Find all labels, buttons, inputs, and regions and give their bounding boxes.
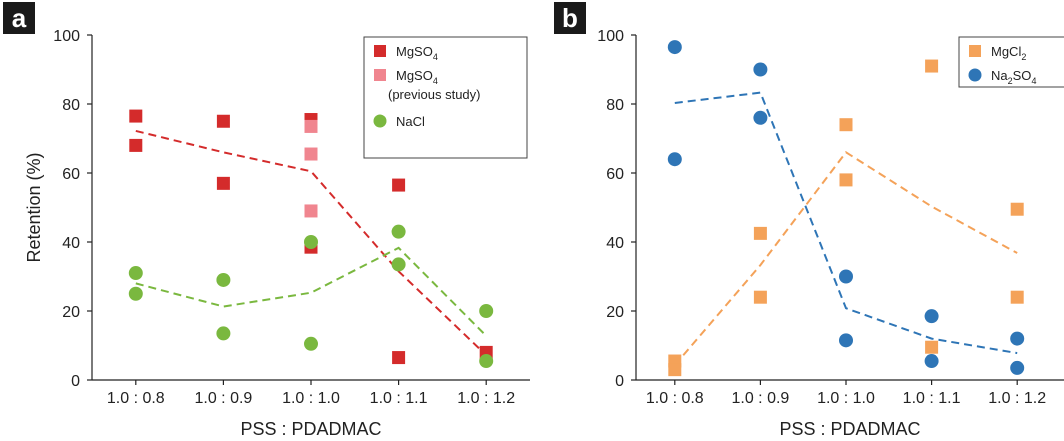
x-tick-label: 1.0 : 1.2: [457, 390, 515, 407]
data-point: [924, 354, 939, 369]
data-point: [304, 204, 318, 218]
legend-label: MgSO4: [396, 68, 438, 86]
y-tick-label: 60: [606, 166, 624, 183]
data-point: [216, 326, 231, 341]
x-tick-label: 1.0 : 0.8: [107, 390, 165, 407]
data-point: [128, 286, 143, 301]
legend: MgCl2 Na2SO4: [958, 36, 1064, 88]
y-tick-label: 80: [606, 97, 624, 114]
y-tick-label: 40: [62, 235, 80, 252]
data-point: [839, 269, 853, 284]
y-tick-label: 20: [606, 304, 624, 321]
data-point: [216, 272, 231, 287]
data-point: [304, 235, 318, 249]
data-point: [479, 304, 494, 318]
legend-label: MgCl2: [991, 44, 1026, 62]
y-tick-label: 40: [606, 235, 624, 252]
y-tick-label: 100: [53, 28, 80, 45]
data-point: [479, 354, 494, 369]
data-point: [1010, 290, 1024, 304]
trend-line: [674, 150, 1018, 366]
legend-marker: [374, 69, 386, 81]
legend-note: (previous study): [388, 87, 480, 102]
data-point: [216, 176, 230, 190]
data-point: [391, 224, 406, 239]
legend-label: NaCl: [396, 114, 425, 129]
legend-marker: [968, 68, 982, 82]
x-tick-label: 1.0 : 1.0: [817, 390, 875, 407]
panel-a: a 0 20 40 60 80 100 1.0 : 0.8 1.0 : 0.9 1.0 : 1.0…: [3, 2, 530, 439]
legend-box: [363, 36, 528, 159]
x-tick-label: 1.0 : 1.1: [903, 390, 961, 407]
legend-marker: [374, 45, 386, 57]
y-tick-label: 100: [597, 28, 624, 45]
panel-b: b 0 20 40 60 80 100 1.0 : 0.8 1.0 : 0.9 1.0 : 1.0…: [554, 2, 1064, 439]
trend-line: [674, 91, 1018, 355]
data-point: [304, 119, 318, 133]
data-point: [839, 173, 853, 187]
x-axis-label: PSS : PDADMAC: [779, 419, 920, 439]
data-point: [392, 351, 406, 365]
data-point: [304, 336, 318, 351]
data-point: [392, 178, 406, 192]
data-point: [216, 114, 230, 128]
x-tick-label: 1.0 : 0.8: [646, 390, 704, 407]
legend-label: Na2SO4: [991, 68, 1036, 86]
data-point: [753, 290, 767, 304]
legend-label: MgSO4: [396, 44, 438, 62]
data-point: [925, 59, 939, 73]
data-point: [753, 62, 768, 77]
y-axis-label: Retention (%): [24, 152, 44, 262]
x-tick-label: 1.0 : 1.2: [988, 390, 1046, 407]
x-tick-label: 1.0 : 0.9: [194, 390, 252, 407]
data-point: [667, 152, 682, 167]
data-point: [667, 40, 682, 55]
data-point: [1010, 360, 1025, 375]
y-tick-label: 20: [62, 304, 80, 321]
y-tick-label: 80: [62, 97, 80, 114]
trend-line: [135, 129, 487, 356]
y-tick-label: 60: [62, 166, 80, 183]
data-point: [1010, 202, 1024, 216]
data-point: [129, 109, 143, 123]
trend-line: [135, 246, 487, 337]
data-point: [128, 266, 143, 281]
data-point: [925, 340, 939, 354]
data-point: [753, 110, 768, 125]
y-tick-label: 0: [615, 373, 624, 390]
x-axis-label: PSS : PDADMAC: [240, 419, 381, 439]
panel-letter: a: [12, 3, 27, 33]
data-point: [924, 309, 939, 324]
panel-letter-box: [3, 2, 35, 34]
x-tick-label: 1.0 : 0.9: [731, 390, 789, 407]
panel-letter-box: [554, 2, 586, 34]
data-point: [753, 226, 767, 240]
legend-marker: [373, 114, 387, 128]
data-point: [391, 257, 406, 272]
data-point: [839, 333, 853, 348]
data-point: [668, 363, 682, 377]
x-tick-label: 1.0 : 1.1: [370, 390, 428, 407]
y-tick-label: 0: [71, 373, 80, 390]
x-tick-label: 1.0 : 1.0: [282, 390, 340, 407]
data-point: [304, 147, 318, 161]
data-point: [839, 118, 853, 132]
panel-letter: b: [562, 3, 578, 33]
data-point: [129, 138, 143, 152]
legend-marker: [969, 45, 981, 57]
data-point: [1010, 331, 1025, 346]
